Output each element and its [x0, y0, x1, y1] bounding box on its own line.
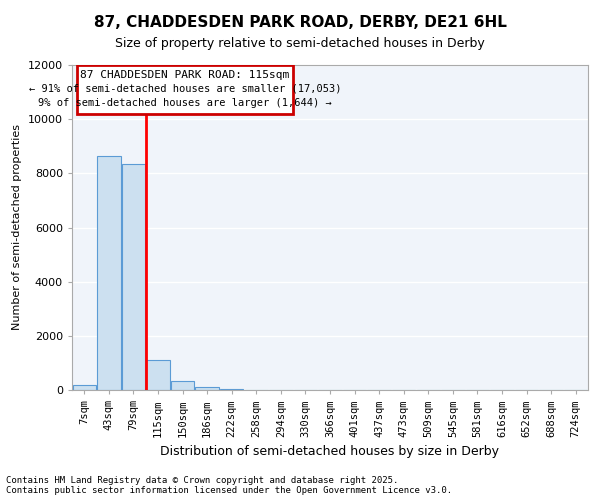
Text: Contains HM Land Registry data © Crown copyright and database right 2025.
Contai: Contains HM Land Registry data © Crown c… — [6, 476, 452, 495]
X-axis label: Distribution of semi-detached houses by size in Derby: Distribution of semi-detached houses by … — [161, 445, 499, 458]
Bar — [73, 384, 96, 390]
Text: ← 91% of semi-detached houses are smaller (17,053): ← 91% of semi-detached houses are smalle… — [29, 84, 341, 94]
Text: 87, CHADDESDEN PARK ROAD, DERBY, DE21 6HL: 87, CHADDESDEN PARK ROAD, DERBY, DE21 6H… — [94, 15, 506, 30]
Bar — [220, 388, 244, 390]
Text: 87 CHADDESDEN PARK ROAD: 115sqm: 87 CHADDESDEN PARK ROAD: 115sqm — [80, 70, 290, 81]
Bar — [122, 164, 145, 390]
Bar — [196, 388, 219, 390]
Text: Size of property relative to semi-detached houses in Derby: Size of property relative to semi-detach… — [115, 38, 485, 51]
Text: 9% of semi-detached houses are larger (1,644) →: 9% of semi-detached houses are larger (1… — [38, 98, 332, 108]
Bar — [97, 156, 121, 390]
Y-axis label: Number of semi-detached properties: Number of semi-detached properties — [12, 124, 22, 330]
Bar — [146, 360, 170, 390]
Bar — [171, 381, 194, 390]
FancyBboxPatch shape — [77, 65, 293, 114]
